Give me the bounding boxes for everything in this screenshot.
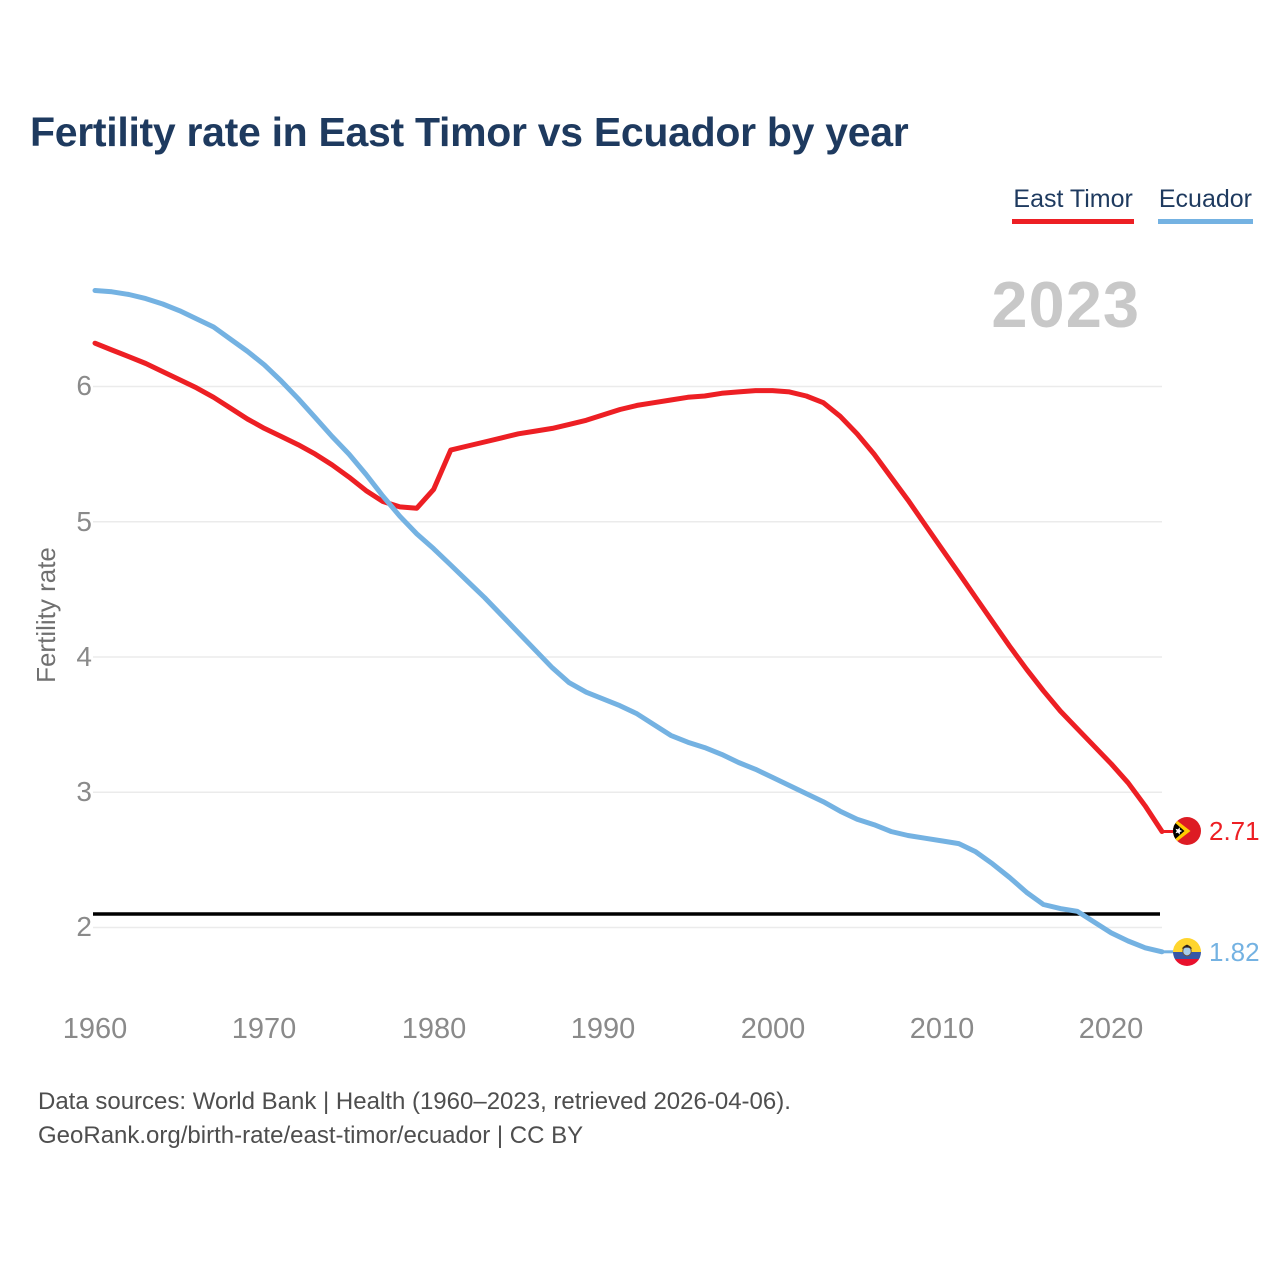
y-tick-3: 3 <box>76 776 92 807</box>
y-tick-2: 2 <box>76 911 92 942</box>
legend-underline-ecuador <box>1157 219 1253 224</box>
x-tick-1960: 1960 <box>62 1013 128 1045</box>
x-tick-2020: 2020 <box>1078 1013 1144 1045</box>
legend: East Timor Ecuador <box>1012 185 1253 224</box>
series-line-ecuador <box>92 288 1165 955</box>
ecuador-flag-icon <box>1173 938 1201 966</box>
x-tick-1970: 1970 <box>231 1013 297 1045</box>
end-value-ecuador: 1.82 <box>1209 937 1260 967</box>
end-value-east-timor: 2.71 <box>1209 816 1260 846</box>
page-title: Fertility rate in East Timor vs Ecuador … <box>30 109 909 155</box>
y-tick-4: 4 <box>76 641 92 672</box>
legend-underline-east-timor <box>1012 219 1134 224</box>
y-tick-5: 5 <box>76 506 92 537</box>
x-tick-1980: 1980 <box>401 1013 467 1045</box>
legend-item-ecuador[interactable]: Ecuador <box>1157 185 1253 224</box>
footer-sources-line: Data sources: World Bank | Health (1960–… <box>38 1088 791 1115</box>
y-axis-label: Fertility rate <box>31 547 61 683</box>
watermark-year: 2023 <box>991 268 1140 341</box>
x-tick-1990: 1990 <box>570 1013 636 1045</box>
legend-label-east-timor: East Timor <box>1013 185 1133 213</box>
series-line-east-timor <box>92 340 1165 834</box>
x-tick-2010: 2010 <box>909 1013 975 1045</box>
legend-item-east-timor[interactable]: East Timor <box>1012 185 1134 224</box>
footer: Data sources: World Bank | Health (1960–… <box>38 1085 791 1153</box>
y-tick-6: 6 <box>76 370 92 401</box>
legend-label-ecuador: Ecuador <box>1158 185 1252 213</box>
x-tick-2000: 2000 <box>740 1013 806 1045</box>
footer-attribution-line: GeoRank.org/birth-rate/east-timor/ecuado… <box>38 1122 584 1149</box>
east-timor-flag-icon <box>1173 817 1201 845</box>
